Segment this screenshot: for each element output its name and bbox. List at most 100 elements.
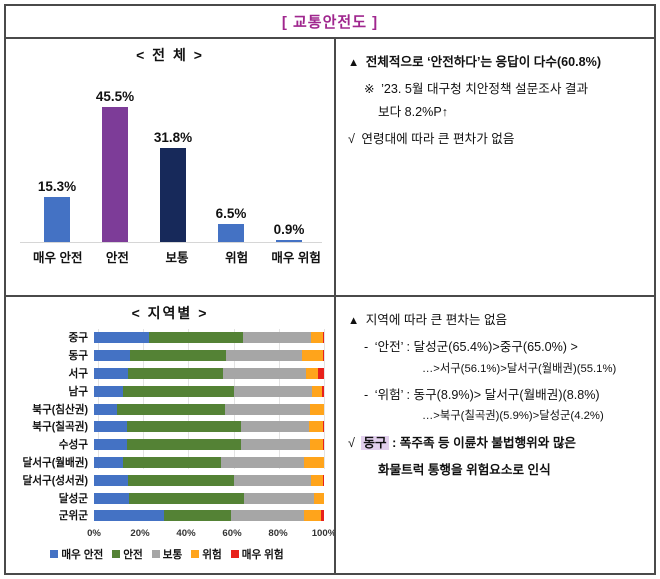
bar-segment (323, 332, 324, 344)
bar-segment (243, 332, 312, 344)
stacked-bar-row: 달서구(성서권) (10, 471, 324, 489)
bar-segment (311, 332, 324, 344)
legend-swatch (50, 550, 59, 559)
bar-segment (94, 367, 129, 379)
chart-baseline (20, 242, 322, 243)
note-text: 연령대에 따라 큰 편차가 없음 (361, 131, 515, 146)
note-line: √ 연령대에 따라 큰 편차가 없음 (348, 130, 644, 148)
x-axis-tick: 60% (222, 527, 242, 539)
legend-label: 보통 (162, 548, 183, 561)
stacked-bar (94, 385, 324, 397)
bar-segment (122, 456, 221, 468)
bar-segment (94, 403, 117, 415)
regional-stacked-chart: 중구 동구 서구 남구 북구(침산권) 북구(칠곡권) 수성구 달서구(월배권) 달서구(성서권… (10, 329, 334, 561)
bar-rect (218, 223, 244, 243)
dash-icon: - (364, 340, 369, 355)
bar-segment (303, 456, 324, 468)
bar-value-label: 0.9% (273, 222, 305, 237)
region-badge-donggu: 동구 (361, 435, 389, 450)
regional-notes: ▲ 지역에 따라 큰 편차는 없음 - ‘안전’ : 달성군(65.4%)>중구… (336, 297, 654, 479)
regional-notes-cell: ▲ 지역에 따라 큰 편차는 없음 - ‘안전’ : 달성군(65.4%)>중구… (336, 297, 654, 573)
bar-segment (220, 456, 304, 468)
bar-segment (302, 350, 323, 362)
note-line: - ‘안전’ : 달성군(65.4%)>중구(65.0%) > (348, 338, 644, 356)
bar-segment (226, 350, 303, 362)
stacked-bar-row: 달서구(월배권) (10, 454, 324, 472)
bar-category-label: 위험 (225, 251, 249, 265)
bar-segment (94, 456, 123, 468)
note-line: …>북구(칠곡권)(5.9%)>달성군(4.2%) (348, 408, 644, 424)
outer-frame: [ 교통안전도 ] < 전 체 > 15.3% 45.5% 31.8% 6.5% 0.9… (4, 4, 656, 575)
stacked-bar-row: 달성군 (10, 489, 324, 507)
region-label: 중구 (68, 332, 89, 345)
bar-segment (127, 439, 242, 451)
legend-label: 매우 위험 (241, 548, 284, 561)
bar-segment (304, 510, 321, 522)
bar-segment (149, 332, 244, 344)
stacked-bar-row: 남구 (10, 382, 324, 400)
bar-segment (94, 385, 124, 397)
bar-column: 31.8% (147, 65, 199, 243)
stacked-bar (94, 421, 324, 433)
bar-segment (244, 492, 315, 504)
region-label: 달서구(성서권) (22, 474, 88, 487)
bar-segment (310, 439, 323, 451)
stacked-bar (94, 456, 324, 468)
region-label: 북구(침산권) (32, 403, 88, 416)
note-text: 보다 8.2%P↑ (378, 104, 449, 119)
bullet-triangle-icon: ▲ (348, 57, 360, 69)
overall-notes-cell: ▲ 전체적으로 ‘안전하다’는 응답이 다수(60.8%) ※ ’23. 5월 … (336, 39, 654, 297)
legend-item: 매우 위험 (230, 547, 284, 562)
bar-segment (322, 421, 324, 433)
note-text: …>서구(56.1%)>달서구(월배권)(55.1%) (422, 362, 617, 375)
note-text: ‘안전’ : 달성군(65.4%)>중구(65.0%) > (374, 340, 578, 355)
legend-item: 보통 (151, 547, 183, 562)
bar-segment (127, 421, 242, 433)
highlight-text: : 폭주족 등 이륜차 불법행위와 많은 (392, 435, 577, 450)
bar-segment (128, 492, 245, 504)
note-text: 전체적으로 ‘안전하다’는 응답이 다수(60.8%) (365, 55, 602, 69)
bar-rect (44, 197, 70, 243)
bar-segment (241, 421, 310, 433)
legend-label: 안전 (123, 548, 143, 561)
bar-value-label: 6.5% (215, 205, 247, 221)
bar-column: 45.5% (89, 65, 141, 243)
note-line: - ‘위험’ : 동구(8.9%)> 달서구(월배권)(8.8%) (348, 386, 644, 404)
bar-category-label: 안전 (105, 251, 129, 265)
bar-segment (94, 439, 128, 451)
bar-segment (128, 474, 235, 486)
stacked-bar (94, 350, 324, 362)
bar-rect (160, 147, 186, 243)
x-axis-tick: 40% (176, 527, 196, 539)
stacked-bar-row: 북구(침산권) (10, 400, 324, 418)
stacked-bar (94, 492, 324, 504)
stacked-bar-row: 서구 (10, 365, 324, 383)
bar-segment (117, 403, 226, 415)
x-axis: 0% 20% 40% 60% 80% 100% (10, 527, 334, 542)
bar-segment (322, 385, 324, 397)
bar-segment (128, 367, 224, 379)
bar-segment (305, 367, 318, 379)
stacked-bar (94, 510, 324, 522)
bar-value-label: 31.8% (153, 129, 193, 145)
region-label: 달서구(월배권) (22, 456, 88, 469)
stacked-bar-row: 중구 (10, 329, 324, 347)
bar-column: 15.3% (31, 65, 83, 243)
x-axis-tick: 20% (130, 527, 150, 539)
note-text: …>북구(칠곡권)(5.9%)>달성군(4.2%) (422, 410, 604, 423)
gridline (324, 329, 325, 469)
highlight-line: √ 동구 : 폭주족 등 이륜차 불법행위와 많은 (348, 434, 644, 452)
bar-category-label: 매우 안전 (33, 251, 83, 265)
bar-segment (309, 403, 324, 415)
legend-item: 안전 (112, 547, 143, 562)
note-text: ‘위험’ : 동구(8.9%)> 달서구(월배권)(8.8%) (374, 388, 600, 402)
bar-column: 0.9% (263, 65, 315, 243)
bar-segment (314, 492, 324, 504)
legend-swatch (191, 550, 200, 559)
bar-segment (230, 510, 305, 522)
overall-category-labels: 매우 안전 안전 보통 위험 매우 위험 (28, 247, 326, 266)
bar-segment (225, 403, 310, 415)
bar-segment (311, 474, 323, 486)
highlight-text: 화물트럭 통행을 위험요소로 인식 (378, 462, 551, 477)
bar-segment (123, 385, 234, 397)
